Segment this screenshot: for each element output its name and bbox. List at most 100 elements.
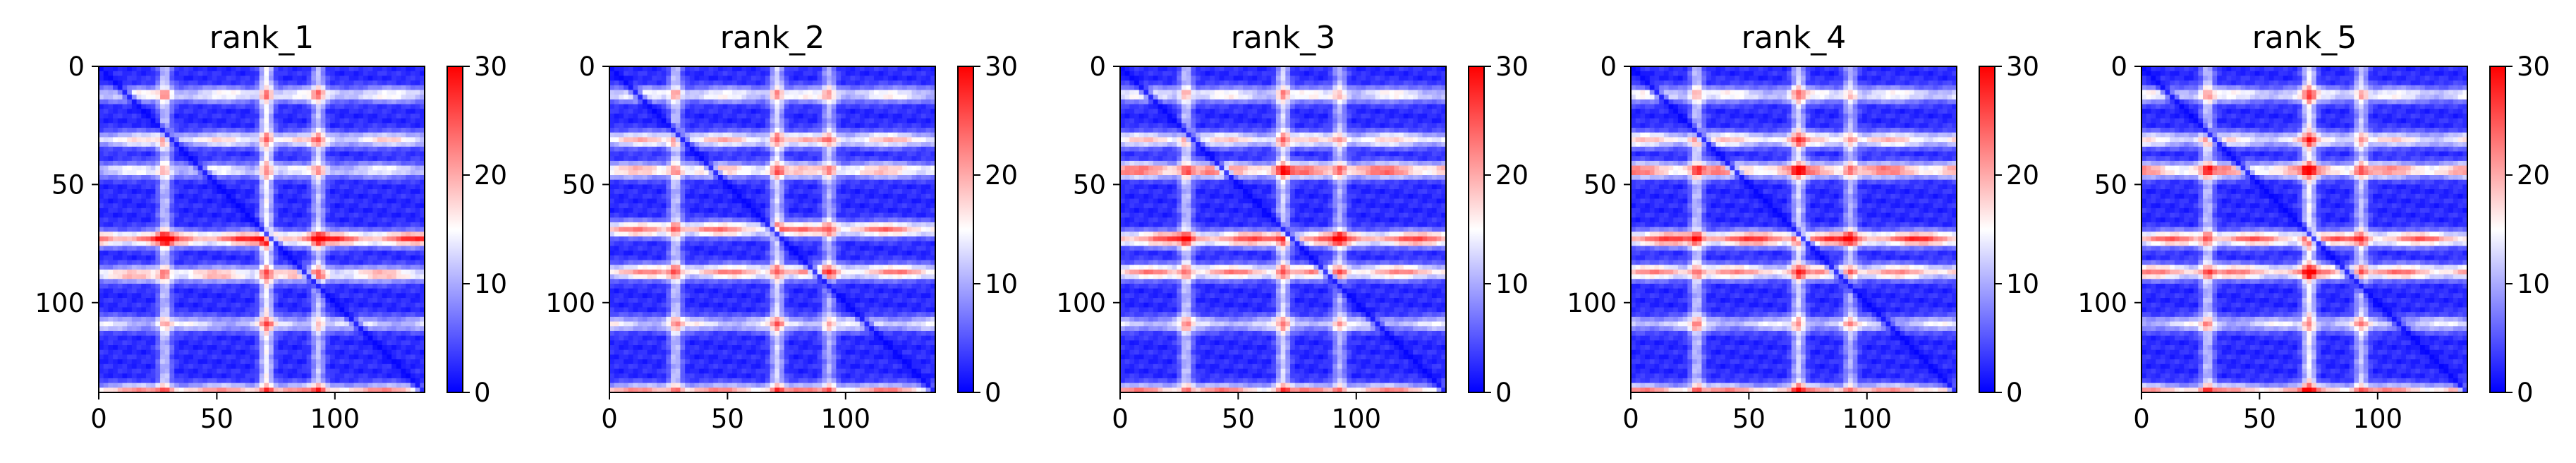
- heatmap-cell: [746, 71, 751, 76]
- heatmap-cell: [217, 208, 221, 213]
- heatmap-cell: [377, 289, 382, 294]
- heatmap-cell: [217, 289, 221, 294]
- heatmap-cell: [401, 326, 406, 331]
- heatmap-cell: [188, 119, 193, 124]
- heatmap-cell: [255, 189, 260, 194]
- heatmap-cell: [330, 175, 335, 180]
- heatmap-cell: [221, 265, 226, 270]
- heatmap-cell: [316, 119, 321, 124]
- heatmap-cell: [354, 369, 359, 374]
- heatmap-cell: [396, 227, 401, 232]
- heatmap-cell: [127, 298, 132, 303]
- heatmap-cell: [212, 284, 217, 289]
- heatmap-cell: [680, 66, 685, 71]
- heatmap-cell: [335, 166, 340, 171]
- heatmap-cell: [278, 156, 283, 161]
- heatmap-cell: [278, 289, 283, 294]
- heatmap-cell: [184, 119, 189, 124]
- heatmap-cell: [179, 284, 184, 289]
- heatmap-cell: [382, 198, 387, 203]
- heatmap-cell: [104, 236, 109, 241]
- heatmap-cell: [354, 217, 359, 222]
- heatmap-cell: [293, 279, 298, 284]
- heatmap-cell: [387, 251, 391, 255]
- heatmap-cell: [217, 364, 221, 369]
- heatmap-cell: [293, 255, 298, 260]
- heatmap-cell: [99, 85, 104, 90]
- heatmap-cell: [358, 180, 363, 185]
- heatmap-cell: [188, 137, 193, 142]
- heatmap-cell: [146, 128, 151, 133]
- heatmap-cell: [207, 85, 212, 90]
- heatmap-cell: [155, 208, 160, 213]
- heatmap-cell: [151, 85, 156, 90]
- heatmap-cell: [269, 170, 274, 175]
- heatmap-cell: [372, 76, 377, 80]
- heatmap-cell: [406, 312, 411, 317]
- heatmap-cell: [260, 303, 265, 308]
- heatmap-cell: [344, 241, 349, 246]
- heatmap-cell: [160, 133, 165, 138]
- heatmap-cell: [113, 265, 118, 270]
- heatmap-cell: [122, 133, 127, 138]
- heatmap-cell: [307, 109, 312, 114]
- heatmap-cell: [132, 152, 137, 157]
- heatmap-cell: [822, 71, 827, 76]
- heatmap-cell: [372, 194, 377, 199]
- heatmap-cell: [330, 373, 335, 378]
- heatmap-cell: [207, 142, 212, 147]
- heatmap-cell: [377, 100, 382, 104]
- heatmap-cell: [368, 175, 373, 180]
- heatmap-cell: [245, 322, 250, 327]
- heatmap-cell: [250, 161, 255, 166]
- heatmap-cell: [297, 137, 302, 142]
- heatmap-cell: [293, 175, 298, 180]
- heatmap-cell: [104, 152, 109, 157]
- heatmap-cell: [169, 128, 174, 133]
- heatmap-cell: [377, 95, 382, 100]
- heatmap-cell: [99, 95, 104, 100]
- heatmap-cell: [358, 147, 363, 152]
- heatmap-cell: [278, 265, 283, 270]
- heatmap-cell: [302, 378, 307, 383]
- heatmap-cell: [132, 194, 137, 199]
- heatmap-cell: [311, 246, 316, 251]
- heatmap-cell: [99, 128, 104, 133]
- heatmap-cell: [188, 255, 193, 260]
- heatmap-cell: [396, 76, 401, 80]
- heatmap-cell: [311, 364, 316, 369]
- heatmap-cell: [141, 298, 146, 303]
- heatmap-cell: [241, 326, 245, 331]
- heatmap-cell: [302, 275, 307, 279]
- heatmap-cell: [363, 350, 368, 355]
- heatmap-cell: [760, 71, 765, 76]
- heatmap-cell: [339, 180, 344, 185]
- heatmap-cell: [122, 175, 127, 180]
- heatmap-cell: [141, 166, 146, 171]
- heatmap-cell: [411, 265, 415, 270]
- heatmap-cell: [377, 265, 382, 270]
- heatmap-cell: [316, 208, 321, 213]
- heatmap-cell: [250, 284, 255, 289]
- heatmap-cell: [132, 336, 137, 341]
- heatmap-cell: [226, 373, 231, 378]
- heatmap-cell: [391, 241, 396, 246]
- heatmap-cell: [127, 312, 132, 317]
- heatmap-cell: [113, 326, 118, 331]
- heatmap-cell: [151, 322, 156, 327]
- heatmap-cell: [396, 255, 401, 260]
- heatmap-cell: [231, 378, 236, 383]
- heatmap-cell: [325, 80, 330, 85]
- heatmap-cell: [339, 241, 344, 246]
- heatmap-cell: [113, 80, 118, 85]
- heatmap-cell: [202, 279, 207, 284]
- heatmap-cell: [226, 166, 231, 171]
- heatmap-cell: [339, 298, 344, 303]
- heatmap-cell: [108, 128, 113, 133]
- heatmap-cell: [339, 203, 344, 208]
- heatmap-cell: [794, 76, 798, 80]
- heatmap-cell: [339, 71, 344, 76]
- heatmap-cell: [231, 373, 236, 378]
- heatmap-cell: [241, 354, 245, 359]
- heatmap-cells: [609, 66, 936, 393]
